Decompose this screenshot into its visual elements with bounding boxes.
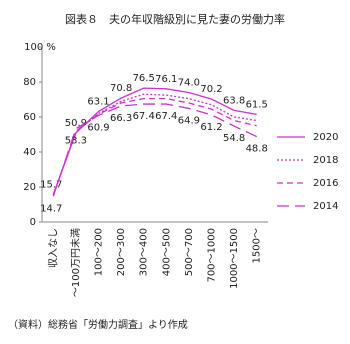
legend-label: 2014 <box>313 201 338 212</box>
value-label: 14.7 <box>40 203 62 214</box>
y-tick-label: 20 <box>23 182 36 193</box>
x-tick-label: 1000～1500 <box>229 228 240 289</box>
value-label: 63.1 <box>87 97 109 108</box>
value-label: 48.8 <box>246 144 268 155</box>
value-label: 74.0 <box>178 78 200 89</box>
x-tick-label: 300～400 <box>139 228 150 276</box>
series-line <box>52 97 257 196</box>
value-label: 60.9 <box>87 122 109 133</box>
chart-title: 図表８ 夫の年収階級別に見た妻の労働力率 <box>65 12 285 26</box>
legend-label: 2016 <box>313 178 338 189</box>
value-label: 76.5 <box>133 73 155 84</box>
x-tick-label: ～100万円未満 <box>70 228 82 297</box>
x-tick-label: 400～500 <box>161 228 172 276</box>
x-tick-label: 700～1000 <box>207 228 218 283</box>
value-label: 70.2 <box>200 84 222 95</box>
y-tick-label: 80 <box>23 77 36 88</box>
y-tick-label: 0 <box>30 217 36 228</box>
legend-label: 2018 <box>313 155 338 166</box>
x-tick-label: 500～700 <box>184 228 195 276</box>
value-label: 70.8 <box>110 83 132 94</box>
value-label: 66.3 <box>110 113 132 124</box>
value-label: 50.9 <box>65 118 87 129</box>
series-line <box>52 103 257 197</box>
x-tick-label: 200～300 <box>116 228 127 276</box>
value-label: 61.5 <box>246 99 268 110</box>
y-tick-label: 40 <box>23 147 36 158</box>
x-tick-label: 収入なし <box>47 228 59 268</box>
value-label: 63.8 <box>223 95 245 106</box>
value-label: 15.7 <box>40 180 62 191</box>
value-label: 64.9 <box>178 115 200 126</box>
x-tick-label: 100～200 <box>94 228 105 276</box>
value-label: 53.3 <box>65 136 87 147</box>
legend-label: 2020 <box>313 132 338 143</box>
value-label: 76.1 <box>155 74 177 85</box>
value-label: 67.4 <box>155 111 177 122</box>
source-note: （資料）総務省「労働力調査」より作成 <box>8 318 188 331</box>
value-label: 67.4 <box>133 111 155 122</box>
value-label: 54.8 <box>223 133 245 144</box>
y-tick-label: 60 <box>23 112 36 123</box>
value-label: 61.2 <box>200 122 222 133</box>
x-tick-label: 1500～ <box>252 228 263 263</box>
